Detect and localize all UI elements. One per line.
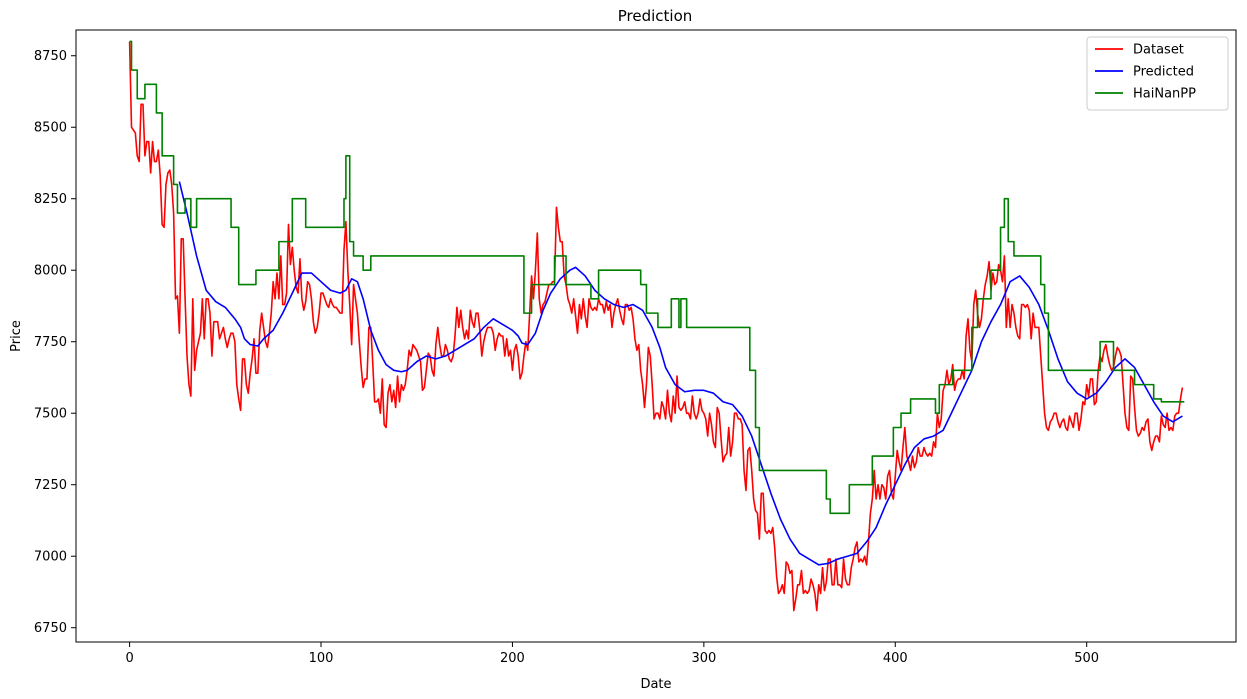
series-layer (128, 40, 1185, 612)
y-tick-label: 8500 (34, 121, 67, 136)
y-tick-label: 6750 (34, 621, 67, 636)
x-tick-label: 400 (883, 651, 908, 666)
x-tick-label: 200 (500, 651, 525, 666)
plot-area (75, 29, 1237, 643)
legend: Dataset Predicted HaiNanPP (1086, 36, 1229, 111)
series-line-predicted (178, 181, 1183, 566)
y-tick-label: 7250 (34, 478, 67, 493)
legend-label-dataset: Dataset (1133, 43, 1184, 58)
legend-label-hainanpp: HaiNanPP (1133, 87, 1196, 102)
legend-box (1086, 36, 1229, 111)
y-tick-label: 8000 (34, 264, 67, 279)
y-axis: 6750 7000 7250 7500 7750 8000 8250 8500 8750 (34, 49, 76, 636)
y-tick-label: 8250 (34, 192, 67, 207)
x-tick-label: 300 (691, 651, 716, 666)
plot-frame (75, 29, 1237, 643)
x-axis-title: Date (640, 677, 671, 692)
x-tick-label: 0 (125, 651, 133, 666)
legend-label-predicted: Predicted (1133, 65, 1194, 80)
series-line-dataset (128, 41, 1184, 612)
x-tick-label: 100 (309, 651, 334, 666)
y-tick-label: 7750 (34, 335, 67, 350)
y-tick-label: 7500 (34, 407, 67, 422)
y-tick-label: 8750 (34, 49, 67, 64)
y-tick-label: 7000 (34, 550, 67, 565)
x-tick-label: 500 (1074, 651, 1099, 666)
series-line-hainanpp (129, 40, 1185, 515)
y-axis-title: Price (9, 320, 24, 352)
chart-title: Prediction (618, 7, 693, 25)
x-axis: 0 100 200 300 400 500 (125, 642, 1099, 666)
